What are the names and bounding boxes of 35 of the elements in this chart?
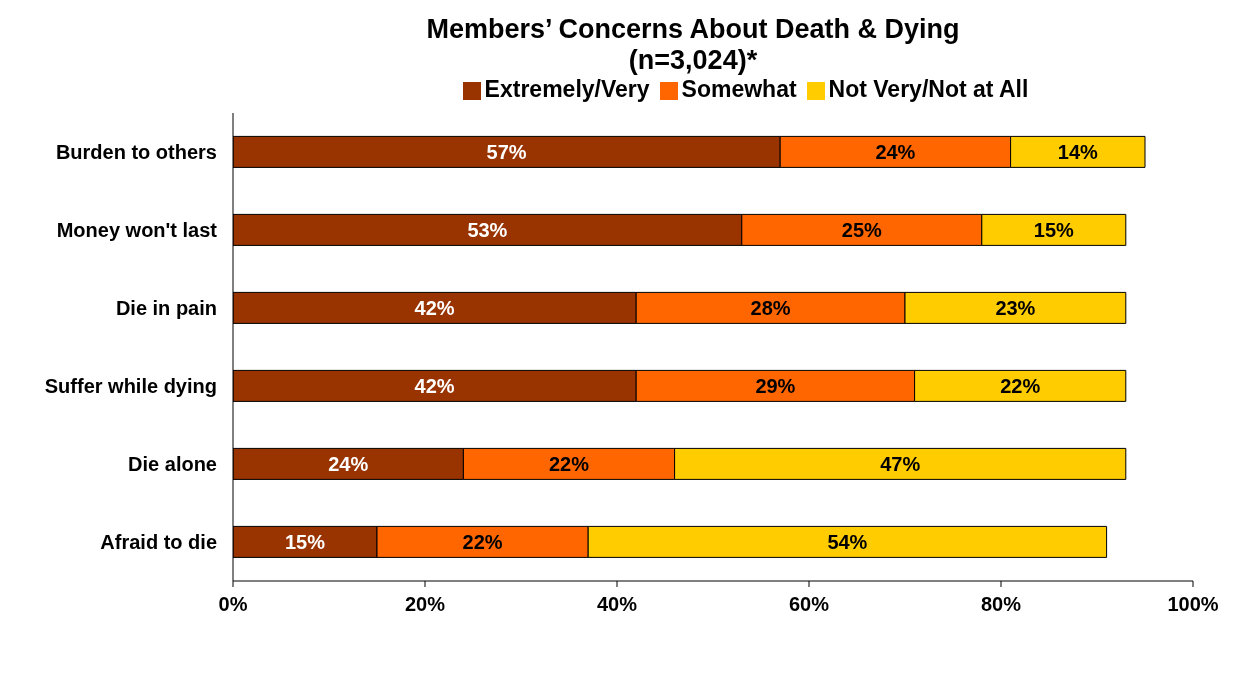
legend-label: Somewhat xyxy=(681,76,797,102)
y-tick-label: Die in pain xyxy=(115,297,217,320)
y-tick-label: Die alone xyxy=(128,453,217,476)
y-tick-label: Afraid to die xyxy=(100,531,217,554)
x-tick-label: 60% xyxy=(788,593,830,616)
chart-title: Members’ Concerns About Death & Dying xyxy=(425,13,961,45)
data-label: 42% xyxy=(414,297,455,319)
legend-label: Not Very/Not at All xyxy=(828,76,1029,102)
data-label: 15% xyxy=(284,531,326,553)
data-label: 22% xyxy=(462,531,503,553)
y-tick-label: Money won't last xyxy=(56,219,218,242)
data-label: 22% xyxy=(548,453,590,475)
chart-subtitle: (n=3,024)* xyxy=(627,45,759,76)
data-label: 25% xyxy=(841,219,883,241)
data-label: 22% xyxy=(1000,375,1041,397)
x-tick-label: 20% xyxy=(404,593,446,616)
data-label: 14% xyxy=(1057,141,1099,163)
y-tick-label: Suffer while dying xyxy=(44,375,217,398)
data-label: 28% xyxy=(750,297,791,319)
x-tick-label: 40% xyxy=(596,593,638,616)
data-label: 53% xyxy=(467,219,508,241)
x-tick-label: 80% xyxy=(980,593,1022,616)
data-label: 24% xyxy=(328,453,369,475)
x-tick-label: 100% xyxy=(1167,593,1219,616)
data-label: 54% xyxy=(827,531,868,553)
data-label: 57% xyxy=(486,141,527,163)
data-label: 42% xyxy=(414,375,455,397)
data-label: 23% xyxy=(995,297,1036,319)
y-tick-label: Burden to others xyxy=(55,141,217,164)
data-label: 15% xyxy=(1033,219,1075,241)
x-tick-label: 0% xyxy=(218,593,248,616)
data-label: 29% xyxy=(755,375,796,397)
legend-label: Extremely/Very xyxy=(484,76,650,102)
data-label: 24% xyxy=(875,141,916,163)
data-label: 47% xyxy=(880,453,921,475)
